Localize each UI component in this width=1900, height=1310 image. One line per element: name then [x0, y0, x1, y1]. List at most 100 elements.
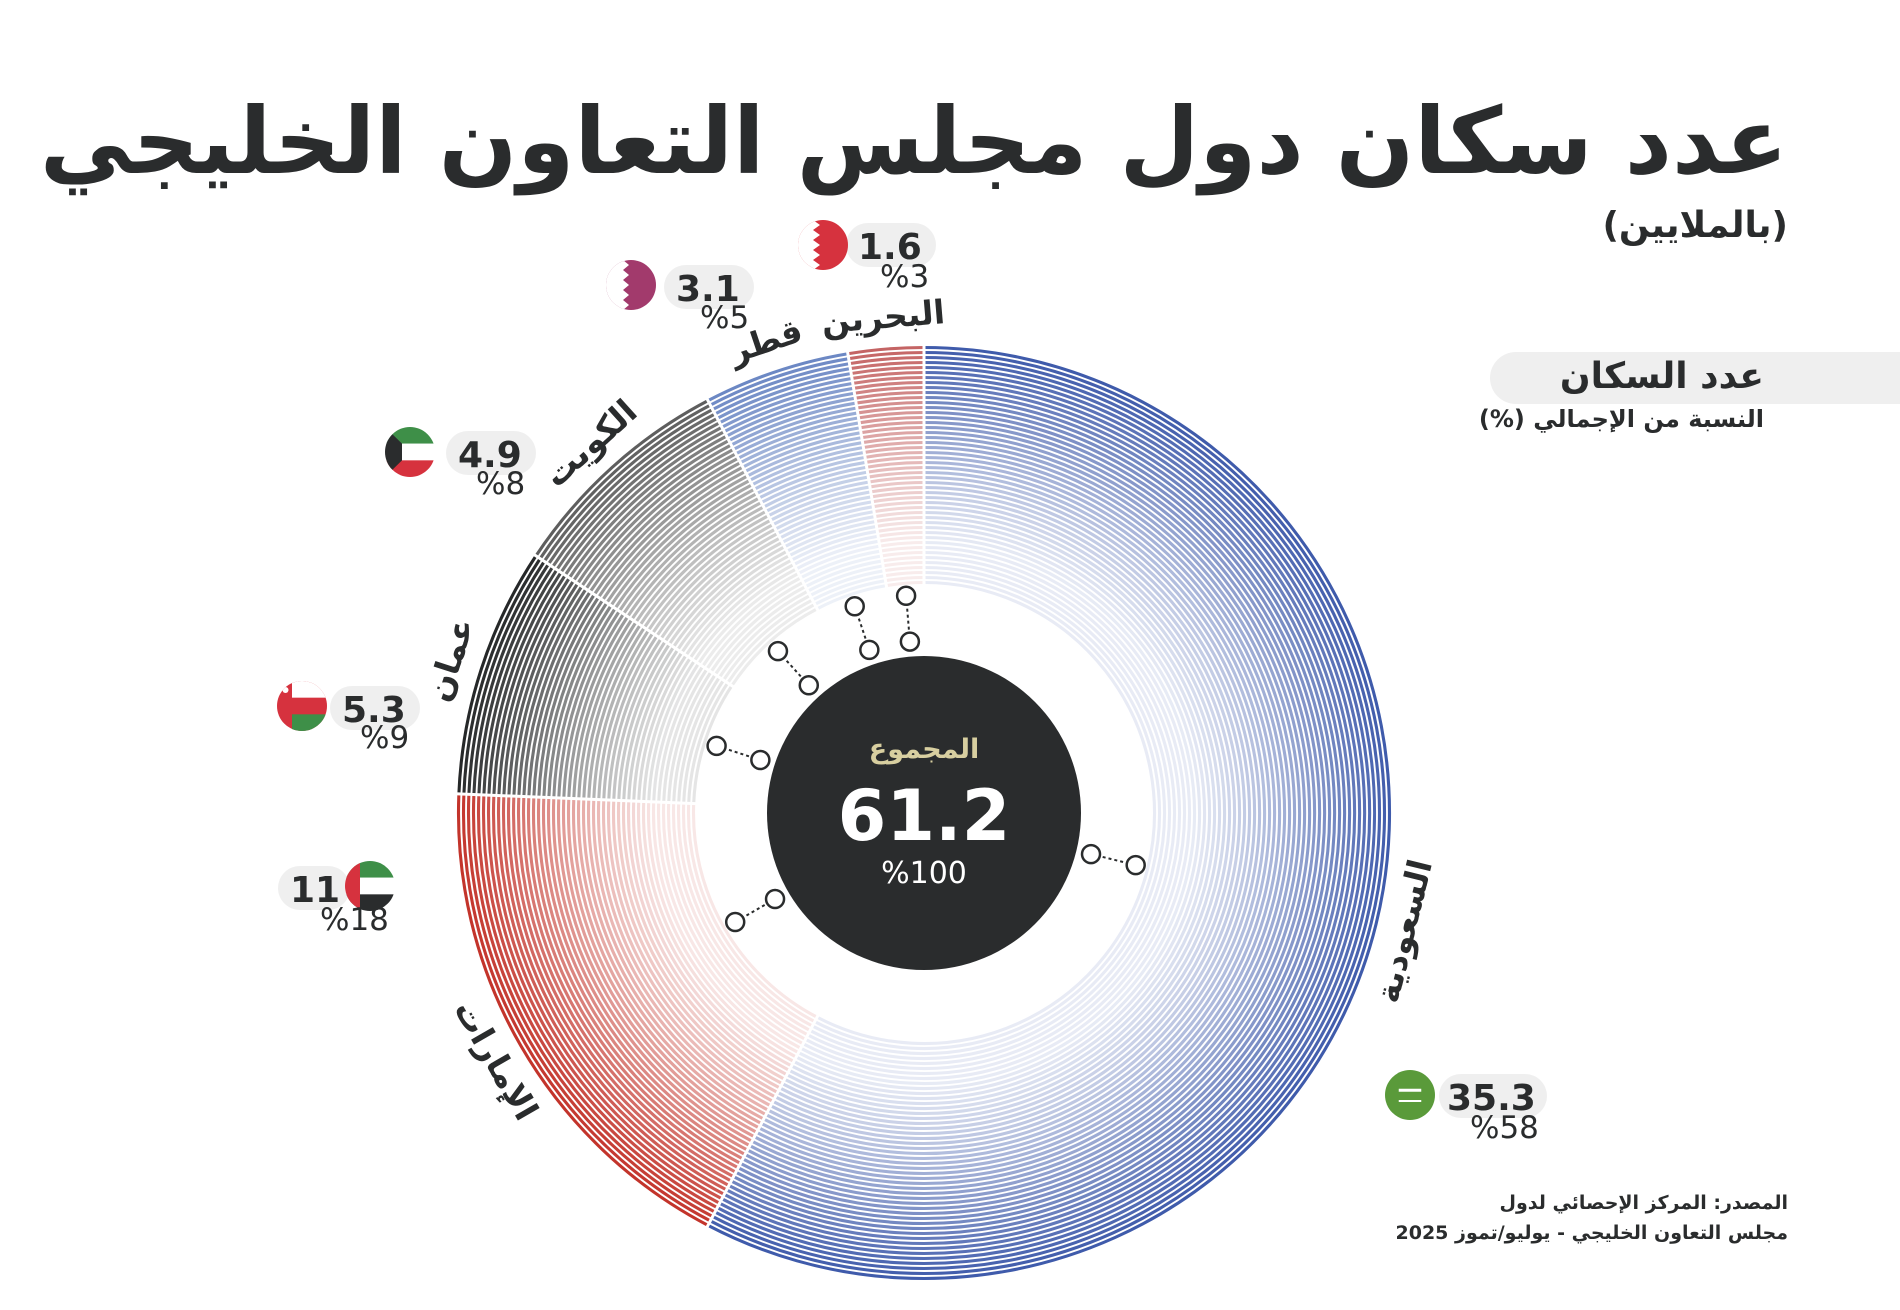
slice-qatar	[707, 352, 887, 611]
slice-ring	[850, 360, 925, 371]
slice-value-label: 5.3	[342, 690, 406, 731]
slice-ring	[676, 549, 788, 651]
slice-ring	[816, 580, 1157, 1046]
slice-ring	[877, 525, 925, 533]
slice-ring	[855, 395, 925, 405]
slice-ring	[632, 651, 684, 802]
slice-ring	[552, 607, 617, 798]
legend-pill	[1490, 352, 1900, 404]
slice-ring	[762, 465, 1272, 1161]
slice-separator	[703, 1009, 822, 1232]
slice-ring	[542, 408, 714, 563]
slice-ring	[852, 375, 925, 385]
slice-ring	[790, 525, 1212, 1101]
slice-ring	[672, 673, 717, 803]
slice-ring	[521, 796, 739, 1170]
slice-ring	[721, 375, 1361, 1251]
slice-ring	[642, 657, 692, 802]
slice-name-label: السعودية	[1367, 856, 1441, 1007]
slice-ring	[816, 584, 887, 611]
connector-dot-outer	[724, 911, 746, 933]
slice-ring	[647, 659, 696, 802]
slice-ring	[476, 794, 719, 1210]
slice-ring	[609, 478, 751, 607]
slice-ring	[854, 390, 925, 400]
slice-ring	[786, 519, 876, 553]
slice-ring	[566, 798, 760, 1130]
slice-ring	[517, 588, 588, 797]
source-line-2: مجلس التعاون الخليجي - يوليو/تموز 2025	[1395, 1222, 1789, 1244]
slice-ring	[878, 535, 925, 543]
slice-ring	[657, 665, 704, 803]
connector-dot-inner	[750, 749, 771, 771]
page-title: عدد سكان دول مجلس التعاون الخليجي	[39, 88, 1788, 195]
slice-ring	[512, 585, 584, 797]
slice-ring	[496, 795, 728, 1192]
slice-ring	[853, 380, 925, 390]
oman-flag-icon	[277, 681, 327, 731]
slice-ring	[538, 403, 712, 560]
slice-ring	[487, 571, 563, 796]
slice-ring	[781, 510, 875, 544]
slice-ring	[749, 441, 863, 482]
slice-ring	[814, 575, 1162, 1051]
slice-ring	[774, 490, 1247, 1135]
slice-ring	[605, 474, 749, 604]
connector-dot-inner	[798, 675, 820, 696]
slice-ring	[767, 480, 870, 518]
slice-ring	[851, 370, 925, 380]
slice-ring	[880, 545, 925, 553]
kuwait-flag-icon	[385, 427, 435, 477]
slice-ring	[737, 416, 859, 460]
slice-ring	[716, 371, 852, 420]
slice-value-label: 1.6	[858, 227, 922, 268]
slice-ring	[584, 452, 737, 590]
slice-ring	[638, 510, 767, 626]
slice-ring	[730, 401, 857, 447]
slice-ring	[883, 565, 925, 573]
slice-ring	[612, 640, 667, 801]
slice-ring	[571, 798, 763, 1125]
slice-ring	[646, 801, 797, 1059]
slice-percent-label: %3	[880, 259, 929, 295]
slice-ring	[739, 421, 860, 465]
slice-ring	[739, 415, 1322, 1210]
slice-ring	[663, 536, 781, 643]
slice-ring	[783, 515, 876, 549]
connector-dot-inner	[859, 639, 880, 661]
slice-ring	[661, 802, 804, 1046]
slice-ring	[587, 626, 646, 800]
slice-ring	[809, 565, 1172, 1061]
slice-ring	[621, 800, 786, 1081]
slice-ring	[788, 520, 1216, 1106]
slice-ring	[492, 574, 567, 796]
slice-ring	[647, 518, 772, 632]
slice-ring	[811, 570, 1166, 1056]
slice-ring	[682, 679, 725, 804]
slice-ring	[522, 590, 592, 797]
slice-ring	[714, 360, 1377, 1265]
value-pill	[330, 686, 420, 730]
slice-ring	[681, 803, 814, 1028]
slice-ring	[482, 568, 559, 795]
slice-name-label: البحرين	[820, 292, 946, 342]
slice-ring	[760, 465, 867, 504]
slice-ring	[536, 797, 746, 1156]
center-label: المجموع	[869, 734, 979, 765]
slice-ring	[466, 794, 714, 1218]
slice-ring	[651, 801, 800, 1054]
slice-value-label: 35.3	[1447, 1078, 1536, 1119]
slice-ring	[809, 569, 885, 597]
slice-ring	[769, 485, 871, 522]
slice-ring	[735, 405, 1332, 1221]
source-line-1: المصدر: المركز الإحصائي لدول	[1499, 1192, 1788, 1214]
slice-ring	[885, 575, 925, 583]
slice-ring	[677, 676, 721, 803]
slice-ring	[541, 797, 749, 1152]
slice-percent-label: %8	[476, 466, 525, 502]
slice-ring	[762, 470, 868, 509]
slice-ring	[588, 456, 739, 593]
slice-percent-label: %5	[700, 300, 749, 336]
slice-ring	[527, 593, 596, 797]
slice-ring	[601, 470, 746, 601]
